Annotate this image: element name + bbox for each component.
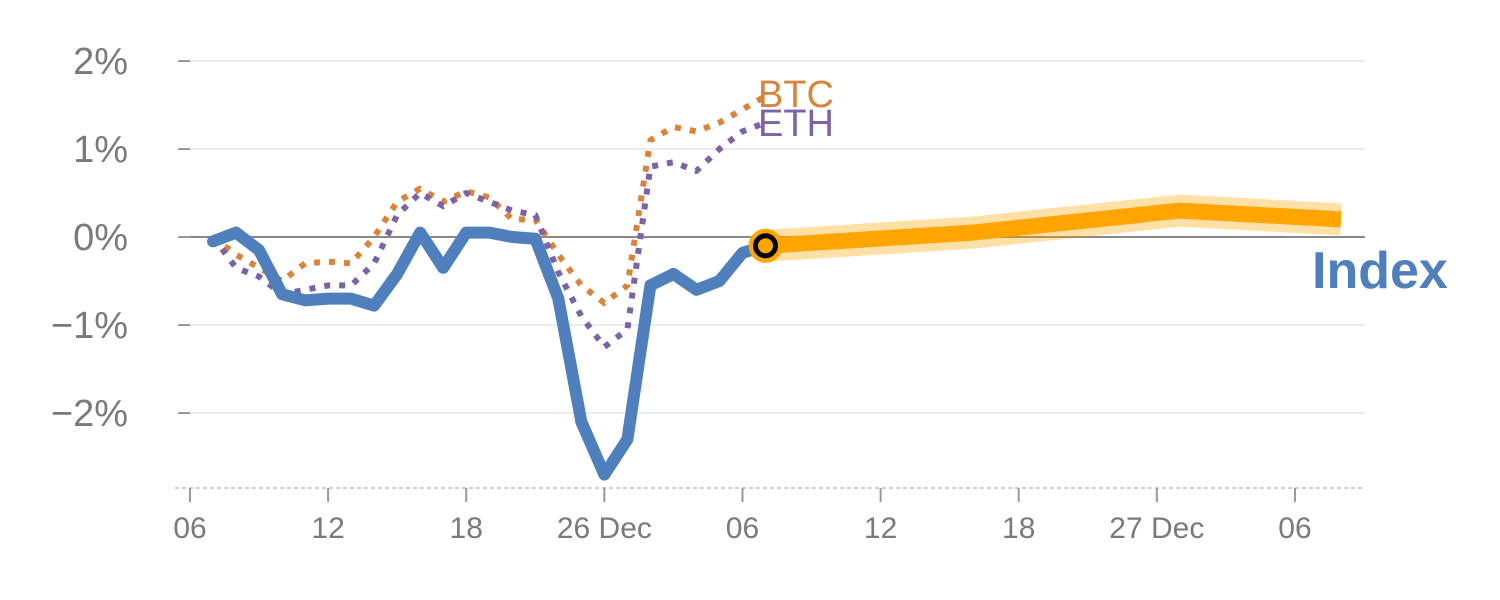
y-tick-label: 0% (73, 217, 128, 259)
x-tick-label: 18 (1002, 512, 1035, 545)
y-tick-label: 2% (73, 41, 128, 83)
plot-area (207, 93, 1342, 481)
x-tick-label: 26 Dec (557, 512, 652, 545)
y-tick-label: 1% (73, 129, 128, 171)
x-tick-label: 12 (864, 512, 897, 545)
eth-label: ETH (758, 103, 834, 145)
x-tick-label: 12 (311, 512, 344, 545)
y-tick-label: −1% (51, 305, 128, 347)
x-tick-label: 06 (1278, 512, 1311, 545)
x-axis: 06 12 18 26 Dec 06 12 18 27 Dec 06 (173, 487, 1365, 545)
current-marker-ring (753, 233, 778, 259)
y-tick-label: −2% (51, 393, 128, 435)
x-tick-label: 06 (726, 512, 759, 545)
index-line (207, 226, 772, 481)
btc-line (211, 93, 767, 306)
forecast-line (764, 202, 1342, 254)
y-axis: 2% 1% 0% −1% −2% (51, 41, 190, 435)
index-label: Index (1312, 242, 1448, 300)
btc-label: BTC (758, 74, 834, 116)
x-tick-label: 06 (173, 512, 206, 545)
x-tick-label: 18 (450, 512, 483, 545)
x-tick-label: 27 Dec (1109, 512, 1204, 545)
